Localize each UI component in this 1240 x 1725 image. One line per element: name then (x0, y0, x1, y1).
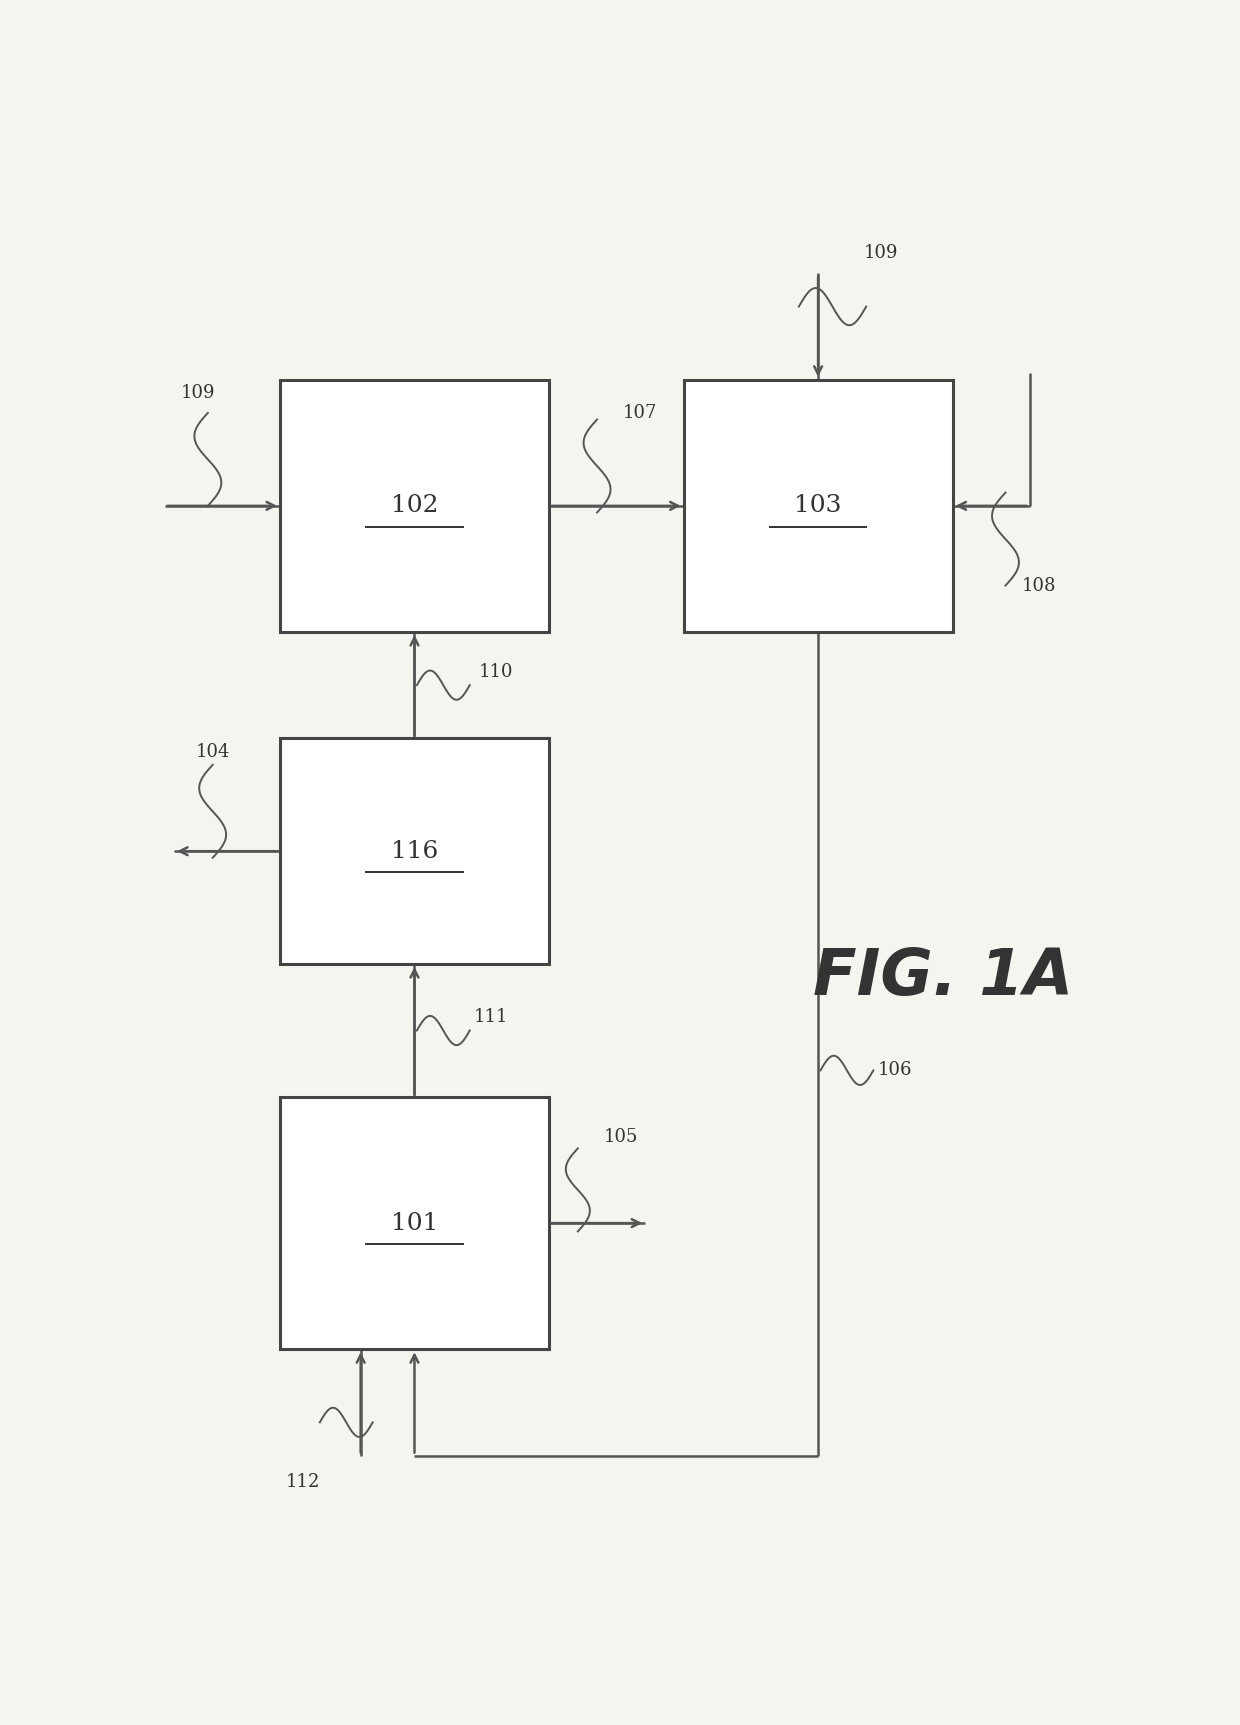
Text: 107: 107 (624, 404, 657, 423)
Text: 112: 112 (285, 1473, 320, 1490)
Text: 109: 109 (181, 385, 216, 402)
Bar (683, 380, 952, 631)
Text: 111: 111 (474, 1007, 508, 1026)
Text: 103: 103 (795, 495, 842, 518)
Text: 101: 101 (391, 1211, 438, 1235)
Text: 102: 102 (391, 495, 438, 518)
Text: 108: 108 (1022, 576, 1056, 595)
Bar (280, 738, 549, 964)
Bar (280, 380, 549, 631)
Text: 110: 110 (479, 662, 513, 681)
Text: FIG. 1A: FIG. 1A (813, 947, 1073, 1009)
Text: 105: 105 (604, 1128, 639, 1145)
Bar (280, 1097, 549, 1349)
Text: 106: 106 (878, 1061, 913, 1080)
Text: 109: 109 (863, 245, 898, 262)
Text: 104: 104 (196, 742, 229, 761)
Text: 116: 116 (391, 840, 438, 862)
